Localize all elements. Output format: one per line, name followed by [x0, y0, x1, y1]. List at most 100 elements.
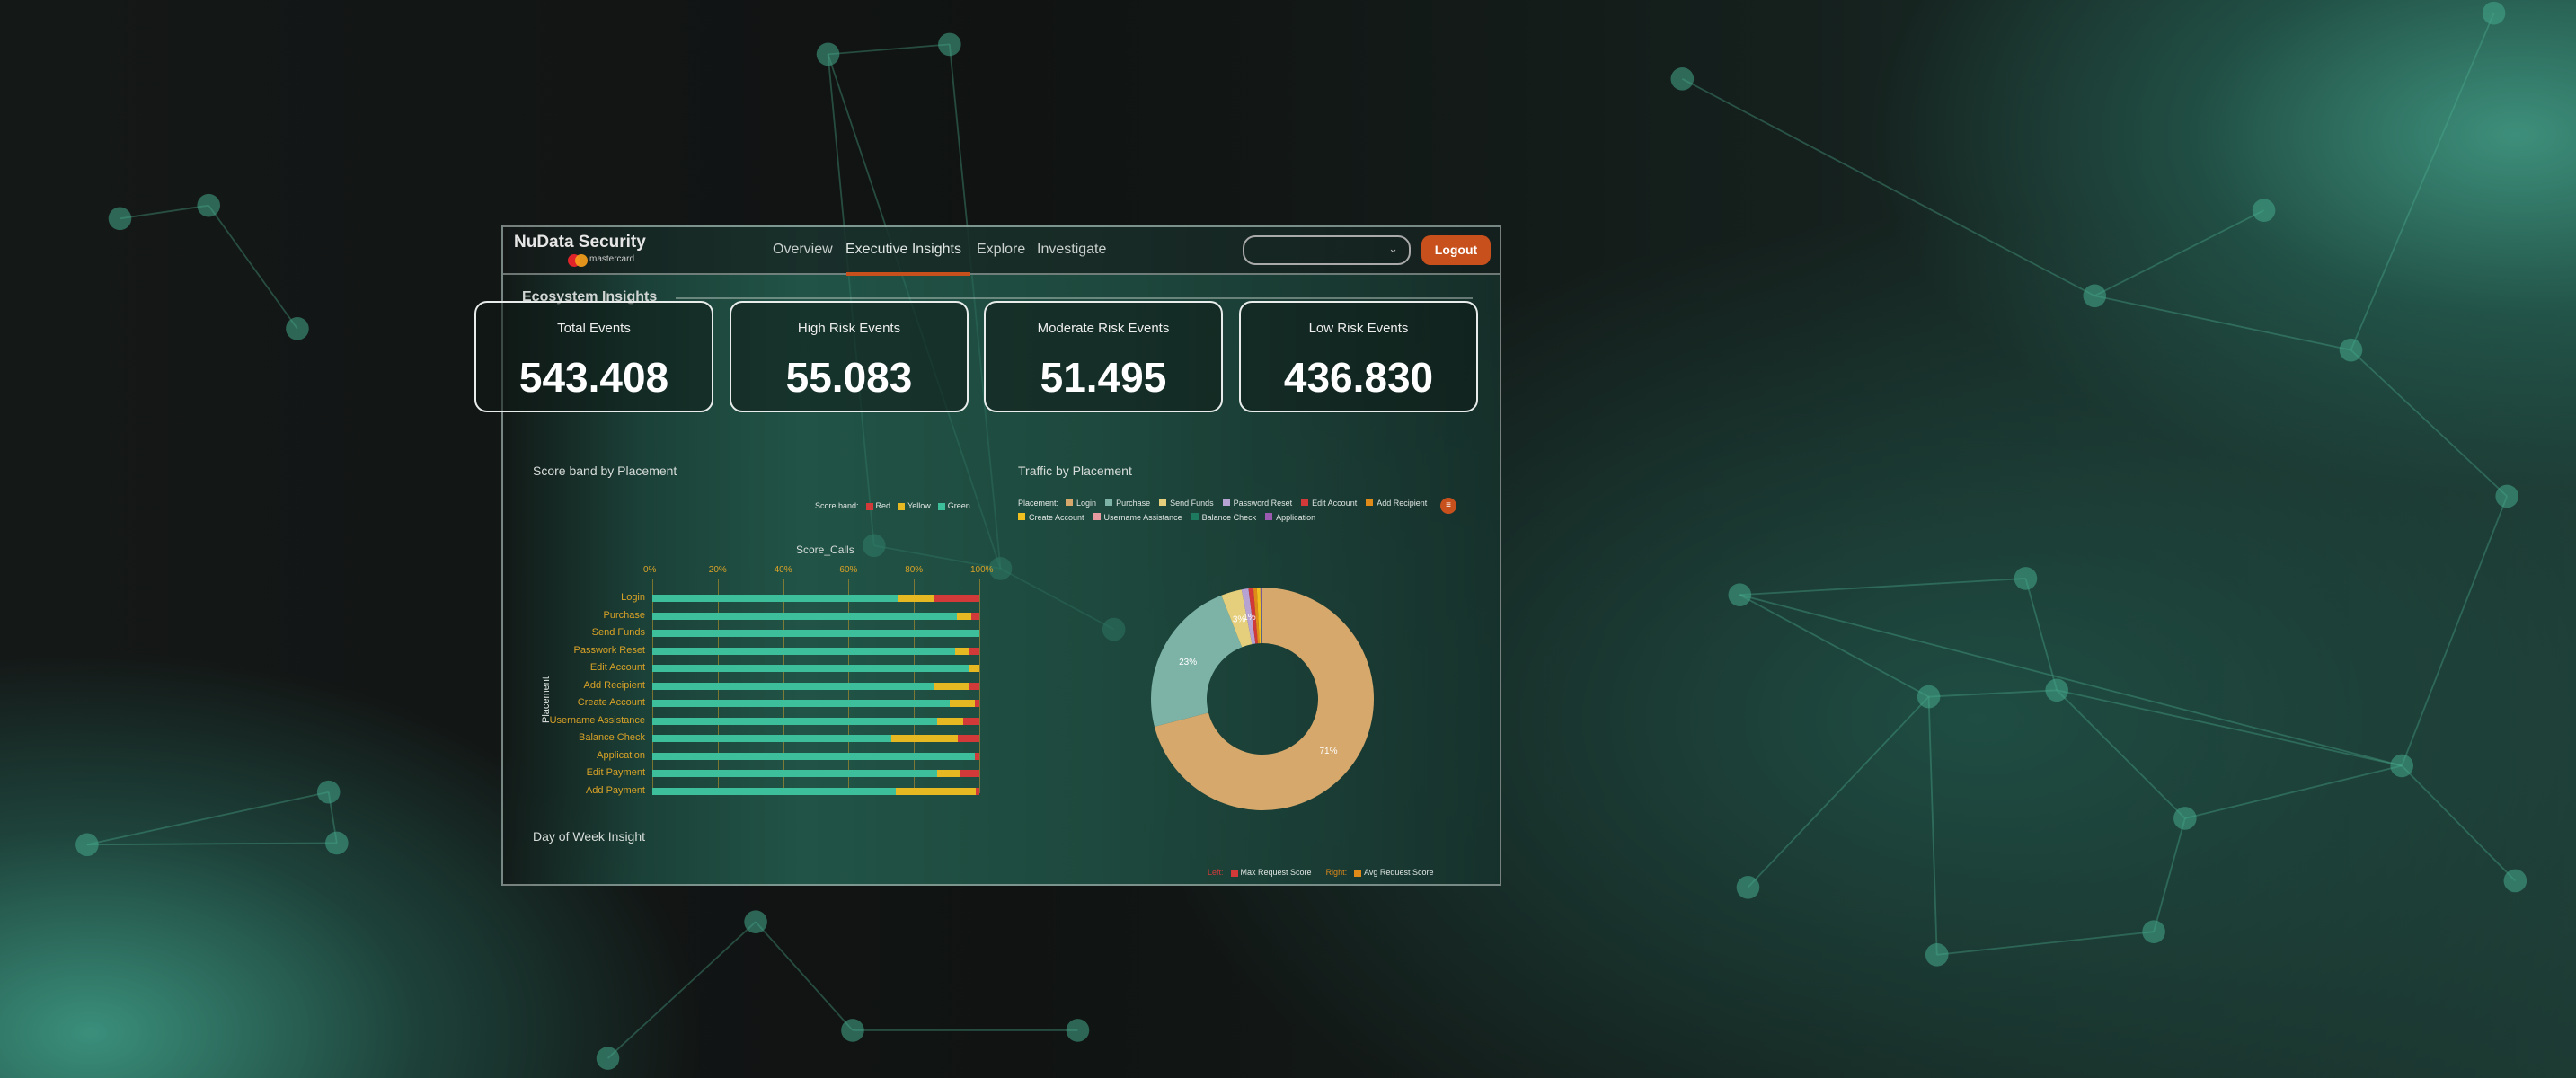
network-line — [2057, 689, 2403, 767]
network-node — [2495, 484, 2519, 508]
legend-item[interactable]: Edit Account — [1301, 499, 1357, 508]
bar-segment-red[interactable] — [958, 735, 979, 742]
donut-slice-edit-account[interactable] — [1248, 588, 1258, 644]
legend-menu-icon[interactable]: ≡ — [1440, 498, 1456, 514]
donut-data-label: 23% — [1179, 658, 1197, 667]
kpi-label: Total Events — [557, 321, 631, 336]
x-tick-label: 40% — [774, 565, 792, 575]
bar-segment-red[interactable] — [962, 717, 979, 725]
network-node — [2045, 678, 2069, 702]
x-tick-label: 100% — [970, 565, 994, 575]
y-tick-label: Edit Account — [589, 662, 645, 673]
y-tick-label: Application — [597, 749, 645, 761]
bar-segment-green[interactable] — [652, 717, 937, 725]
y-tick-label: Balance Check — [579, 732, 645, 743]
nav-investigate[interactable]: Investigate — [1037, 242, 1107, 257]
x-tick-label: 80% — [905, 565, 924, 575]
bar-segment-yellow[interactable] — [969, 665, 979, 672]
bar-segment-green[interactable] — [652, 735, 891, 742]
legend-item[interactable]: Send Funds — [1159, 499, 1214, 508]
bar-segment-yellow[interactable] — [890, 735, 959, 742]
bar-segment-yellow[interactable] — [954, 647, 970, 655]
network-line — [1928, 689, 2058, 698]
logout-button[interactable]: Logout — [1421, 235, 1491, 265]
donut-slice-send-funds[interactable] — [1221, 589, 1253, 648]
bar-segment-red[interactable] — [974, 752, 979, 760]
bar-segment-green[interactable] — [652, 612, 957, 620]
kpi-label: High Risk Events — [797, 321, 901, 336]
network-line — [2056, 689, 2186, 819]
bar-segment-red[interactable] — [960, 770, 979, 777]
donut-data-label: 3% — [1233, 615, 1246, 625]
legend-item[interactable]: Purchase — [1105, 499, 1150, 508]
donut-slice-add-recipient[interactable] — [1253, 588, 1260, 644]
legend-green[interactable]: Green — [937, 501, 970, 510]
bar-segment-yellow[interactable] — [950, 700, 975, 707]
donut-slice-username-assistance[interactable] — [1260, 588, 1262, 644]
y-tick-label: Create Account — [577, 697, 645, 708]
bar-segment-green[interactable] — [652, 752, 975, 760]
kpi-high-risk-events: High Risk Events 55.083 — [730, 301, 969, 412]
brand-logo: NuData Security — [514, 233, 646, 252]
donut-slice-create-account[interactable] — [1256, 588, 1261, 644]
grid-line — [979, 579, 980, 793]
bar-segment-yellow[interactable] — [934, 682, 970, 690]
nav-overview[interactable]: Overview — [773, 242, 833, 257]
selector-dropdown[interactable]: ⌄ — [1243, 235, 1411, 265]
bar-segment-red[interactable] — [974, 700, 979, 707]
bar-segment-green[interactable] — [652, 595, 898, 602]
bar-segment-yellow[interactable] — [936, 770, 960, 777]
legend-item[interactable]: Login — [1066, 499, 1096, 508]
nav-explore[interactable]: Explore — [977, 242, 1026, 257]
bar-segment-red[interactable] — [969, 647, 979, 655]
donut-slice-password-reset[interactable] — [1241, 588, 1256, 645]
bar-segment-green[interactable] — [652, 700, 951, 707]
network-line — [2350, 349, 2508, 498]
donut-slice-application[interactable] — [1261, 588, 1262, 644]
bar-segment-green[interactable] — [652, 682, 934, 690]
donut-data-label: 71% — [1319, 747, 1337, 756]
bar-segment-red[interactable] — [976, 787, 979, 795]
network-node — [1670, 67, 1695, 91]
bar-segment-green[interactable] — [652, 665, 970, 672]
kpi-total-events: Total Events 543.408 — [474, 301, 713, 412]
bar-segment-red[interactable] — [970, 612, 979, 620]
legend-item[interactable]: Password Reset — [1222, 499, 1292, 508]
network-line — [1681, 77, 2095, 297]
legend-item[interactable]: Create Account — [1018, 513, 1084, 522]
legend-item[interactable]: Balance Check — [1191, 513, 1256, 522]
bar-segment-yellow[interactable] — [936, 717, 963, 725]
bar-segment-green[interactable] — [652, 647, 955, 655]
kpi-value: 51.495 — [1040, 354, 1167, 401]
legend-avg-request[interactable]: Avg Request Score — [1354, 868, 1433, 877]
bar-segment-yellow[interactable] — [896, 787, 977, 795]
network-line — [1747, 695, 1930, 888]
nav-executive-insights[interactable]: Executive Insights — [845, 242, 961, 257]
network-line — [120, 204, 209, 220]
kpi-value: 55.083 — [785, 354, 913, 401]
bar-segment-green[interactable] — [652, 787, 897, 795]
bar-segment-red[interactable] — [969, 682, 979, 690]
network-node — [108, 207, 132, 231]
legend-item[interactable]: Username Assistance — [1093, 513, 1182, 522]
y-tick-label: Add Recipient — [583, 679, 646, 691]
network-node — [938, 32, 961, 57]
bar-segment-green[interactable] — [652, 770, 937, 777]
legend-item[interactable]: Add Recipient — [1366, 499, 1427, 508]
bar-segment-yellow[interactable] — [898, 595, 934, 602]
x-axis-title: Score_Calls — [796, 543, 854, 556]
legend-yellow[interactable]: Yellow — [898, 501, 931, 510]
score-band-title: Score band by Placement — [533, 464, 677, 478]
y-tick-label: Edit Payment — [586, 767, 645, 778]
bar-segment-yellow[interactable] — [956, 612, 971, 620]
bar-segment-red[interactable] — [934, 595, 979, 602]
bar-segment-green[interactable] — [652, 630, 979, 637]
donut-slice-purchase[interactable] — [1151, 595, 1243, 727]
legend-red[interactable]: Red — [865, 501, 890, 510]
network-line — [2024, 578, 2058, 691]
donut-slice-login[interactable] — [1154, 588, 1374, 810]
mastercard-logo-icon — [568, 254, 588, 267]
network-node — [286, 317, 309, 340]
legend-item[interactable]: Application — [1265, 513, 1315, 522]
legend-max-request[interactable]: Max Request Score — [1230, 868, 1312, 877]
